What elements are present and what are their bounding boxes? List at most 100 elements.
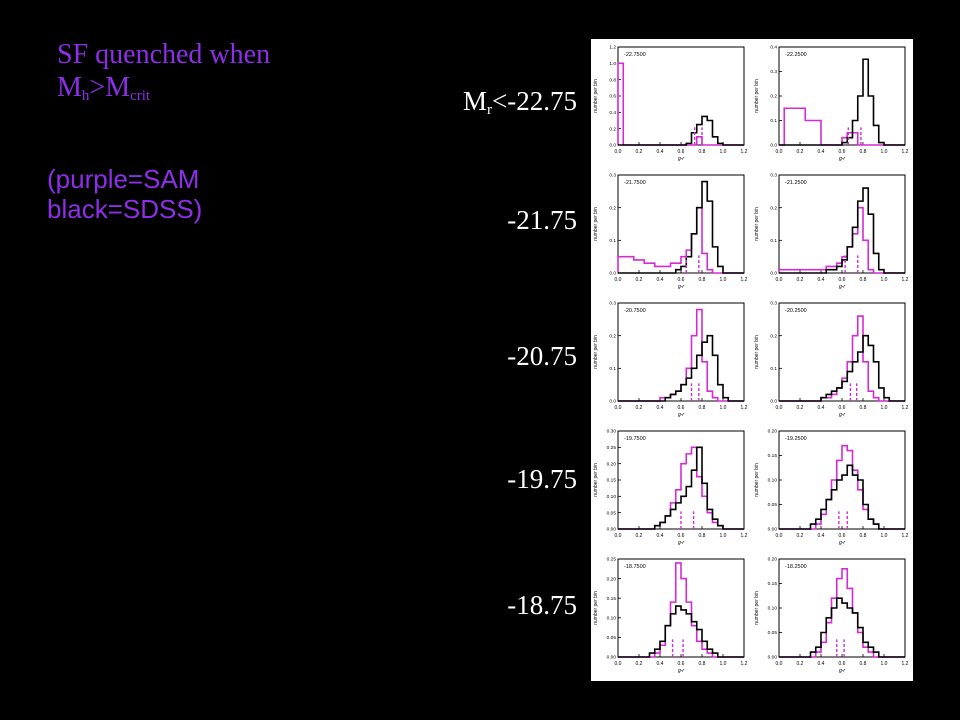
row-label-1-rest: <-22.75 xyxy=(492,86,577,116)
x-axis-label: g-r xyxy=(839,156,845,162)
y-axis-label: number per bin xyxy=(593,591,599,625)
x-tick-label: 0.6 xyxy=(839,405,846,411)
y-tick-label: 0.6 xyxy=(609,94,616,100)
y-tick-label: 0.30 xyxy=(607,429,617,435)
x-tick-label: 1.2 xyxy=(741,533,748,539)
x-tick-label: 0.6 xyxy=(678,277,685,283)
histogram-panel-2: 0.0 0.2 0.4 0.6 0.8 1.0 1.2 0.0 0.1 0.2 0.3 0.4 g-r n… xyxy=(754,45,909,162)
y-tick-label: 0.20 xyxy=(607,461,617,467)
y-axis-label: number per bin xyxy=(593,207,599,241)
y-tick-label: 0.2 xyxy=(770,333,777,339)
x-axis-label: g-r xyxy=(839,540,845,546)
sdss-histogram xyxy=(618,446,744,530)
y-axis-label: number per bin xyxy=(593,335,599,369)
row-label-1-sub: r xyxy=(487,102,493,118)
x-tick-label: 1.2 xyxy=(902,277,909,283)
x-tick-label: 1.0 xyxy=(881,149,888,155)
y-tick-label: 0.20 xyxy=(607,576,617,582)
sam-histogram xyxy=(617,206,744,274)
y-tick-label: 0.20 xyxy=(768,557,778,563)
x-tick-label: 1.0 xyxy=(881,533,888,539)
x-tick-label: 1.0 xyxy=(881,661,888,667)
x-tick-label: 0.6 xyxy=(839,661,846,667)
x-tick-label: 0.0 xyxy=(615,405,622,411)
x-tick-label: 0.8 xyxy=(699,405,706,411)
x-tick-label: 0.6 xyxy=(839,533,846,539)
x-axis-label: g-r xyxy=(678,668,684,674)
y-tick-label: 0.10 xyxy=(607,494,617,500)
color-legend-note: (purple=SAM black=SDSS) xyxy=(47,164,287,224)
title-crit-subscript: crit xyxy=(130,88,151,104)
y-tick-label: 0.15 xyxy=(607,596,617,602)
x-tick-label: 0.6 xyxy=(678,533,685,539)
y-tick-label: 0.2 xyxy=(609,205,616,211)
x-axis-label: g-r xyxy=(839,668,845,674)
row-label-4: -19.75 xyxy=(507,464,577,494)
histogram-panel-9: 0.0 0.2 0.4 0.6 0.8 1.0 1.2 0.00 0.05 0.10 0.15 0.2… xyxy=(593,557,748,674)
y-tick-label: 0.0 xyxy=(770,399,777,405)
x-tick-label: 1.2 xyxy=(741,277,748,283)
y-tick-label: 0.8 xyxy=(609,77,616,83)
x-tick-label: 0.0 xyxy=(615,533,622,539)
y-tick-label: 0.25 xyxy=(607,445,617,451)
x-tick-label: 0.4 xyxy=(657,149,664,155)
y-tick-label: 0.3 xyxy=(609,301,616,307)
x-axis-label: g-r xyxy=(678,156,684,162)
legend-line-1: (purple=SAM xyxy=(47,164,200,194)
x-tick-label: 0.4 xyxy=(657,533,664,539)
x-tick-label: 1.2 xyxy=(741,661,748,667)
x-tick-label: 1.2 xyxy=(902,149,909,155)
x-axis-label: g-r xyxy=(839,284,845,290)
y-tick-label: 0.4 xyxy=(770,45,777,51)
x-tick-label: 0.4 xyxy=(657,661,664,667)
y-tick-label: 0.0 xyxy=(770,143,777,149)
y-axis-label: number per bin xyxy=(754,207,760,241)
x-tick-label: 0.8 xyxy=(699,277,706,283)
sdss-histogram xyxy=(618,115,744,146)
x-tick-label: 0.6 xyxy=(678,661,685,667)
histogram-panel-10: 0.0 0.2 0.4 0.6 0.8 1.0 1.2 0.00 0.05 0.10 0.15 0.2… xyxy=(754,557,909,674)
y-tick-label: 0.3 xyxy=(770,173,777,179)
y-tick-label: 0.3 xyxy=(770,69,777,75)
row-label-5: -18.75 xyxy=(507,590,577,620)
x-tick-label: 0.2 xyxy=(797,533,804,539)
y-tick-label: 0.15 xyxy=(607,478,617,484)
y-tick-label: 0.4 xyxy=(609,110,616,116)
y-tick-label: 0.10 xyxy=(607,616,617,622)
x-tick-label: 0.8 xyxy=(860,277,867,283)
y-tick-label: 0.2 xyxy=(609,126,616,132)
title-m: M xyxy=(57,72,82,103)
x-tick-label: 0.0 xyxy=(776,277,783,283)
x-tick-label: 0.0 xyxy=(615,661,622,667)
x-tick-label: 0.8 xyxy=(699,533,706,539)
title-h-subscript: h xyxy=(81,88,90,104)
y-tick-label: 0.1 xyxy=(609,366,616,372)
y-tick-label: 0.00 xyxy=(768,655,778,661)
x-axis-label: g-r xyxy=(678,412,684,418)
y-axis-label: number per bin xyxy=(754,591,760,625)
y-tick-label: 0.3 xyxy=(609,173,616,179)
x-tick-label: 1.2 xyxy=(902,405,909,411)
x-tick-label: 0.6 xyxy=(839,149,846,155)
y-tick-label: 0.00 xyxy=(607,655,617,661)
y-tick-label: 0.0 xyxy=(609,399,616,405)
y-axis-label: number per bin xyxy=(754,463,760,497)
x-tick-label: 0.6 xyxy=(678,405,685,411)
x-tick-label: 0.4 xyxy=(818,277,825,283)
y-tick-label: 0.1 xyxy=(770,366,777,372)
x-tick-label: 0.2 xyxy=(797,149,804,155)
x-tick-label: 0.2 xyxy=(636,533,643,539)
y-axis-label: number per bin xyxy=(593,463,599,497)
y-tick-label: 0.2 xyxy=(770,94,777,100)
x-tick-label: 0.8 xyxy=(860,405,867,411)
slide-title: SF quenched when Mh>Mcrit xyxy=(57,38,357,113)
title-line-1: SF quenched when xyxy=(57,39,271,70)
x-tick-label: 1.0 xyxy=(720,661,727,667)
sdss-histogram xyxy=(779,334,905,402)
sdss-histogram xyxy=(779,597,905,658)
title-m-crit: M xyxy=(105,72,131,103)
histogram-panel-8: 0.0 0.2 0.4 0.6 0.8 1.0 1.2 0.00 0.05 0.10 0.15 0.2… xyxy=(754,429,909,546)
y-tick-label: 0.2 xyxy=(770,205,777,211)
sdss-histogram xyxy=(618,180,744,274)
histogram-panel-7: 0.0 0.2 0.4 0.6 0.8 1.0 1.2 0.00 0.05 0.10 0.15 0.2… xyxy=(593,429,748,546)
